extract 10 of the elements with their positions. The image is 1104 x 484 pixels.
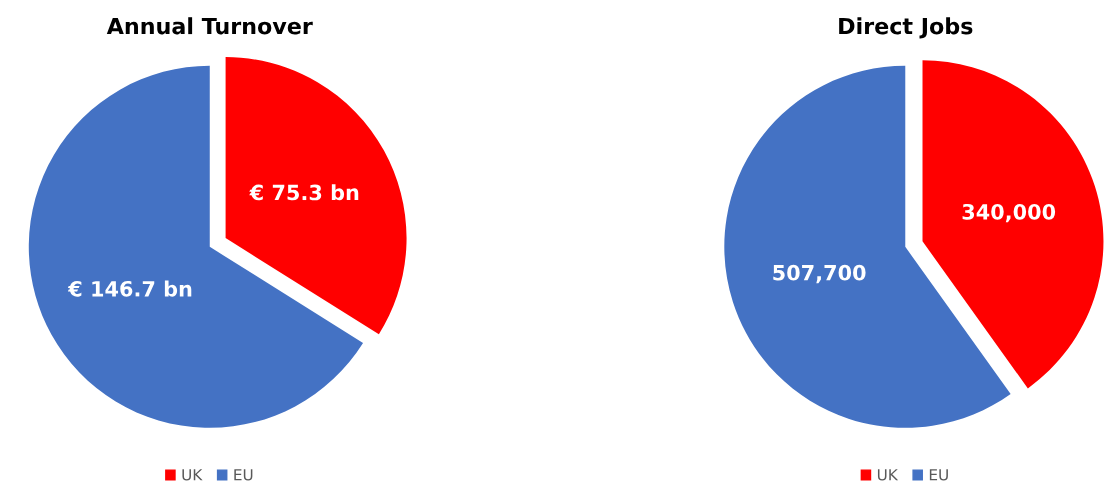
data-label: € 75.3 bn	[249, 184, 359, 201]
legend-label: EU	[929, 469, 948, 481]
legend-label: UK	[877, 469, 899, 481]
chart-title: Annual Turnover	[106, 17, 313, 35]
legend-label: EU	[234, 469, 253, 481]
chart-title: Direct Jobs	[839, 17, 973, 39]
legend-label: UK	[182, 469, 203, 481]
data-label: 507,700	[773, 264, 866, 284]
data-label: 340,000	[962, 203, 1056, 223]
data-label: € 146.7 bn	[67, 280, 192, 297]
